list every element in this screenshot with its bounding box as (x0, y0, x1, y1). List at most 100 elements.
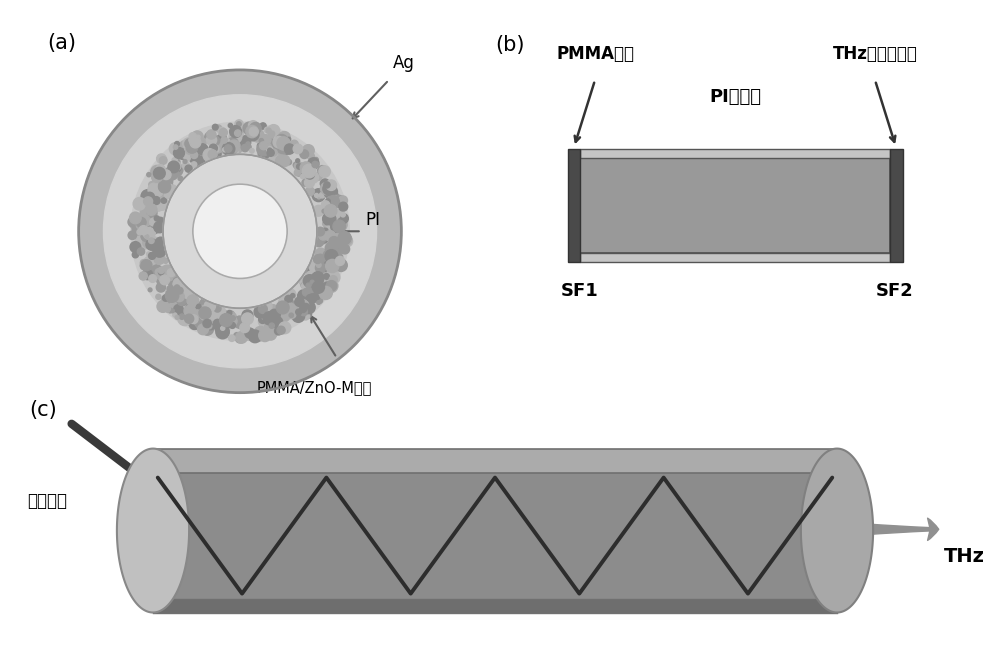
Circle shape (300, 162, 312, 174)
Circle shape (156, 165, 165, 173)
Circle shape (220, 314, 227, 321)
Circle shape (147, 233, 151, 237)
Circle shape (167, 285, 174, 292)
Circle shape (185, 314, 194, 323)
Circle shape (265, 308, 276, 320)
Circle shape (141, 260, 152, 271)
Circle shape (163, 259, 168, 263)
Circle shape (185, 156, 190, 161)
Circle shape (271, 316, 283, 328)
Circle shape (174, 285, 180, 290)
Circle shape (258, 330, 264, 336)
Circle shape (308, 153, 314, 160)
Circle shape (196, 135, 200, 139)
Circle shape (321, 277, 329, 285)
Circle shape (227, 310, 232, 315)
Circle shape (300, 174, 305, 179)
Circle shape (130, 242, 141, 252)
Circle shape (259, 138, 263, 143)
Circle shape (154, 187, 164, 197)
Circle shape (189, 140, 196, 148)
Circle shape (325, 181, 334, 191)
Circle shape (151, 166, 163, 178)
Circle shape (293, 315, 297, 320)
Circle shape (312, 281, 324, 293)
Circle shape (162, 295, 169, 301)
Circle shape (309, 166, 314, 171)
Circle shape (322, 263, 334, 275)
Circle shape (307, 271, 314, 278)
Circle shape (318, 254, 331, 265)
Circle shape (132, 223, 144, 235)
Circle shape (191, 131, 203, 143)
Circle shape (269, 309, 280, 320)
Circle shape (139, 226, 148, 235)
Circle shape (200, 309, 211, 320)
Circle shape (329, 236, 339, 246)
Circle shape (303, 301, 315, 314)
Bar (580, 253, 890, 262)
Circle shape (183, 160, 187, 164)
Circle shape (143, 217, 151, 225)
Circle shape (196, 323, 202, 328)
Circle shape (258, 305, 267, 314)
Circle shape (209, 144, 217, 152)
Circle shape (267, 139, 276, 148)
Circle shape (156, 294, 161, 299)
Circle shape (152, 224, 160, 232)
Circle shape (293, 144, 303, 154)
Circle shape (146, 207, 152, 213)
Circle shape (198, 146, 207, 156)
Circle shape (336, 263, 341, 268)
Circle shape (191, 322, 198, 329)
Circle shape (291, 293, 295, 298)
Circle shape (215, 125, 222, 132)
Circle shape (315, 193, 319, 197)
Circle shape (177, 295, 187, 305)
Circle shape (177, 295, 182, 300)
Circle shape (151, 230, 155, 234)
Circle shape (329, 251, 340, 261)
Circle shape (221, 326, 225, 330)
Circle shape (135, 235, 147, 247)
Circle shape (230, 126, 242, 138)
Circle shape (162, 271, 167, 277)
Circle shape (267, 149, 274, 156)
Circle shape (130, 212, 141, 224)
Circle shape (154, 216, 159, 221)
Circle shape (266, 319, 271, 324)
Circle shape (258, 149, 269, 160)
Circle shape (269, 323, 274, 328)
Circle shape (228, 140, 240, 152)
Circle shape (144, 219, 156, 232)
Circle shape (199, 138, 206, 146)
Circle shape (147, 227, 155, 236)
Circle shape (342, 236, 353, 247)
Circle shape (326, 203, 333, 211)
Circle shape (254, 122, 259, 127)
Circle shape (153, 244, 166, 257)
Circle shape (315, 254, 325, 263)
Circle shape (278, 322, 285, 328)
Circle shape (317, 266, 323, 272)
Circle shape (213, 307, 226, 319)
Circle shape (313, 283, 317, 287)
Circle shape (225, 144, 239, 158)
Circle shape (292, 310, 305, 322)
Circle shape (308, 288, 315, 295)
Circle shape (281, 143, 292, 154)
Circle shape (228, 146, 236, 155)
Circle shape (293, 162, 299, 168)
Circle shape (277, 308, 290, 322)
Circle shape (226, 138, 238, 150)
Circle shape (171, 275, 180, 285)
Circle shape (156, 283, 166, 292)
Circle shape (165, 307, 170, 312)
Circle shape (246, 128, 259, 141)
Circle shape (338, 254, 343, 260)
Circle shape (259, 329, 271, 342)
Circle shape (325, 279, 332, 285)
Circle shape (279, 322, 291, 334)
Circle shape (222, 142, 234, 154)
Circle shape (268, 124, 280, 137)
